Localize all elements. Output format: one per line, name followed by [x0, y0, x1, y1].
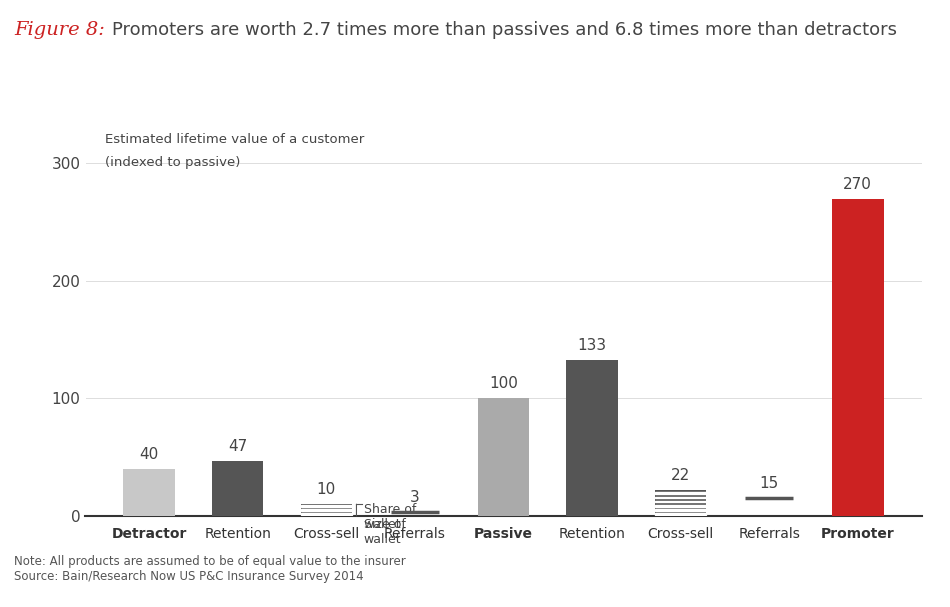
Text: 15: 15 [760, 476, 779, 491]
Text: 47: 47 [228, 439, 247, 453]
Text: 270: 270 [844, 177, 872, 192]
Text: 40: 40 [140, 447, 159, 462]
Text: (indexed to passive): (indexed to passive) [104, 157, 240, 169]
Text: Promoters are worth 2.7 times more than passives and 6.8 times more than detract: Promoters are worth 2.7 times more than … [112, 21, 897, 39]
Text: 100: 100 [489, 376, 518, 392]
Text: Estimated lifetime value of a customer: Estimated lifetime value of a customer [104, 133, 364, 146]
Text: 133: 133 [578, 337, 607, 353]
Bar [300, 513, 352, 515]
Text: 3: 3 [410, 490, 420, 506]
Bar [655, 501, 707, 503]
Bar [655, 492, 707, 494]
Text: Source: Bain/Research Now US P&C Insurance Survey 2014: Source: Bain/Research Now US P&C Insuran… [14, 570, 364, 583]
Bar [655, 505, 707, 507]
Bar [655, 513, 707, 515]
Bar [300, 504, 352, 516]
Bar [124, 469, 175, 516]
Bar [832, 198, 884, 516]
Bar [300, 505, 352, 507]
Bar [655, 490, 707, 516]
Text: Share of
wallet: Share of wallet [364, 503, 416, 531]
Text: Note: All products are assumed to be of equal value to the insurer: Note: All products are assumed to be of … [14, 555, 406, 568]
Bar [566, 360, 618, 516]
Bar [655, 497, 707, 498]
Bar [478, 398, 529, 516]
Text: 10: 10 [316, 482, 336, 497]
Bar [655, 509, 707, 510]
Text: 22: 22 [671, 468, 691, 483]
Bar [212, 461, 263, 516]
Bar [300, 509, 352, 510]
Text: Size of
wallet: Size of wallet [364, 518, 406, 546]
Text: Figure 8:: Figure 8: [14, 21, 105, 39]
